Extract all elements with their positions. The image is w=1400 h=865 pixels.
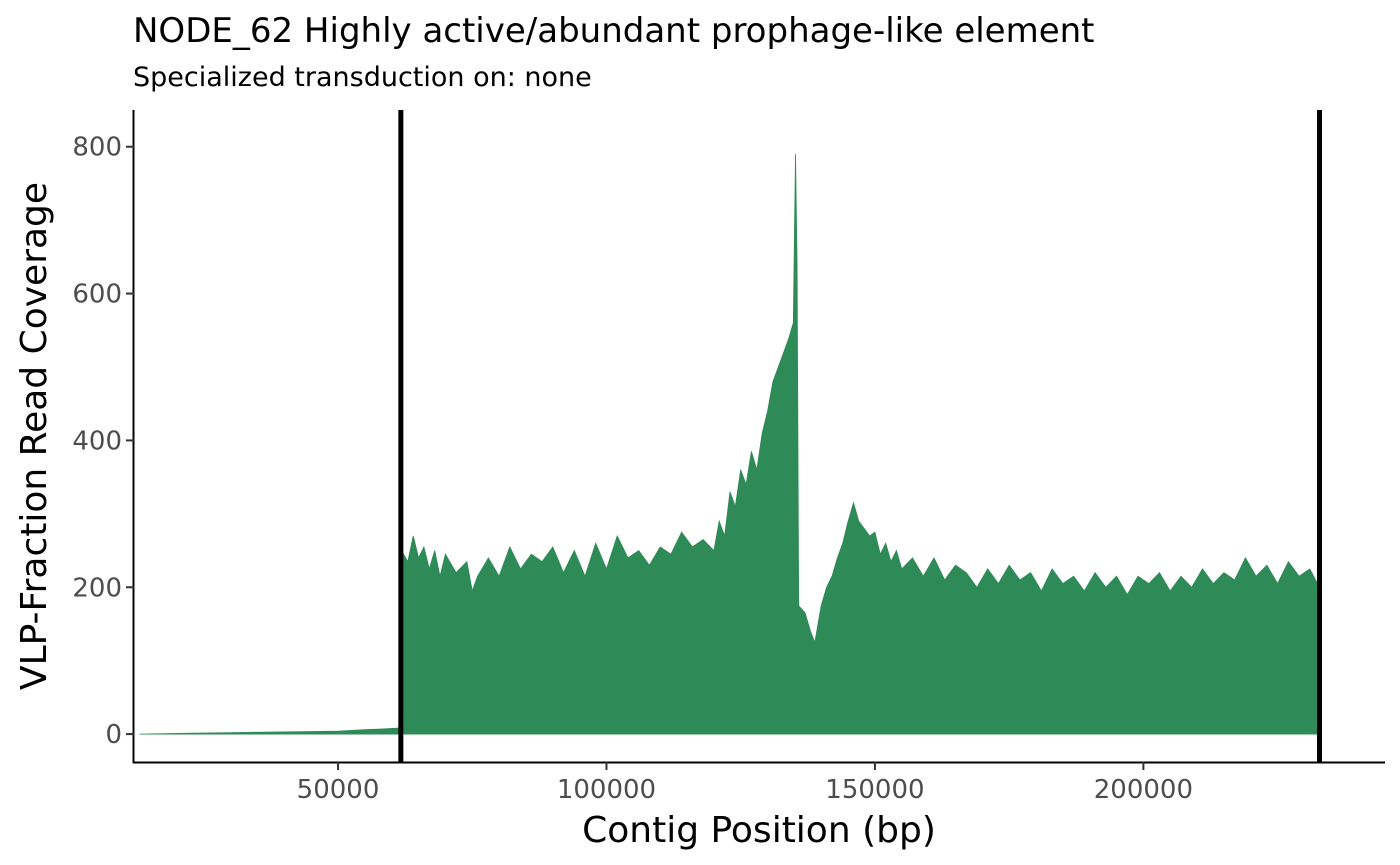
chart-title: NODE_62 Highly active/abundant prophage-… <box>133 11 1095 51</box>
x-tick-label: 100000 <box>557 775 656 805</box>
y-tick-label: 600 <box>72 280 122 310</box>
y-tick-label: 0 <box>105 720 122 750</box>
y-axis-title: VLP-Fraction Read Coverage <box>14 182 55 690</box>
plot-area <box>139 110 1322 762</box>
x-axis-title: Contig Position (bp) <box>582 810 936 851</box>
x-tick-label: 200000 <box>1094 775 1193 805</box>
y-axis-ticks: 0 200 400 600 800 <box>72 133 134 750</box>
x-axis-ticks: 50000 100000 150000 200000 <box>297 762 1193 805</box>
y-tick-label: 400 <box>72 426 122 456</box>
y-tick-label: 200 <box>72 573 122 603</box>
y-tick-label: 800 <box>72 133 122 163</box>
x-tick-label: 50000 <box>297 775 380 805</box>
x-tick-label: 150000 <box>825 775 924 805</box>
coverage-area-series-0 <box>139 154 1321 735</box>
chart-subtitle: Specialized transduction on: none <box>133 62 592 93</box>
